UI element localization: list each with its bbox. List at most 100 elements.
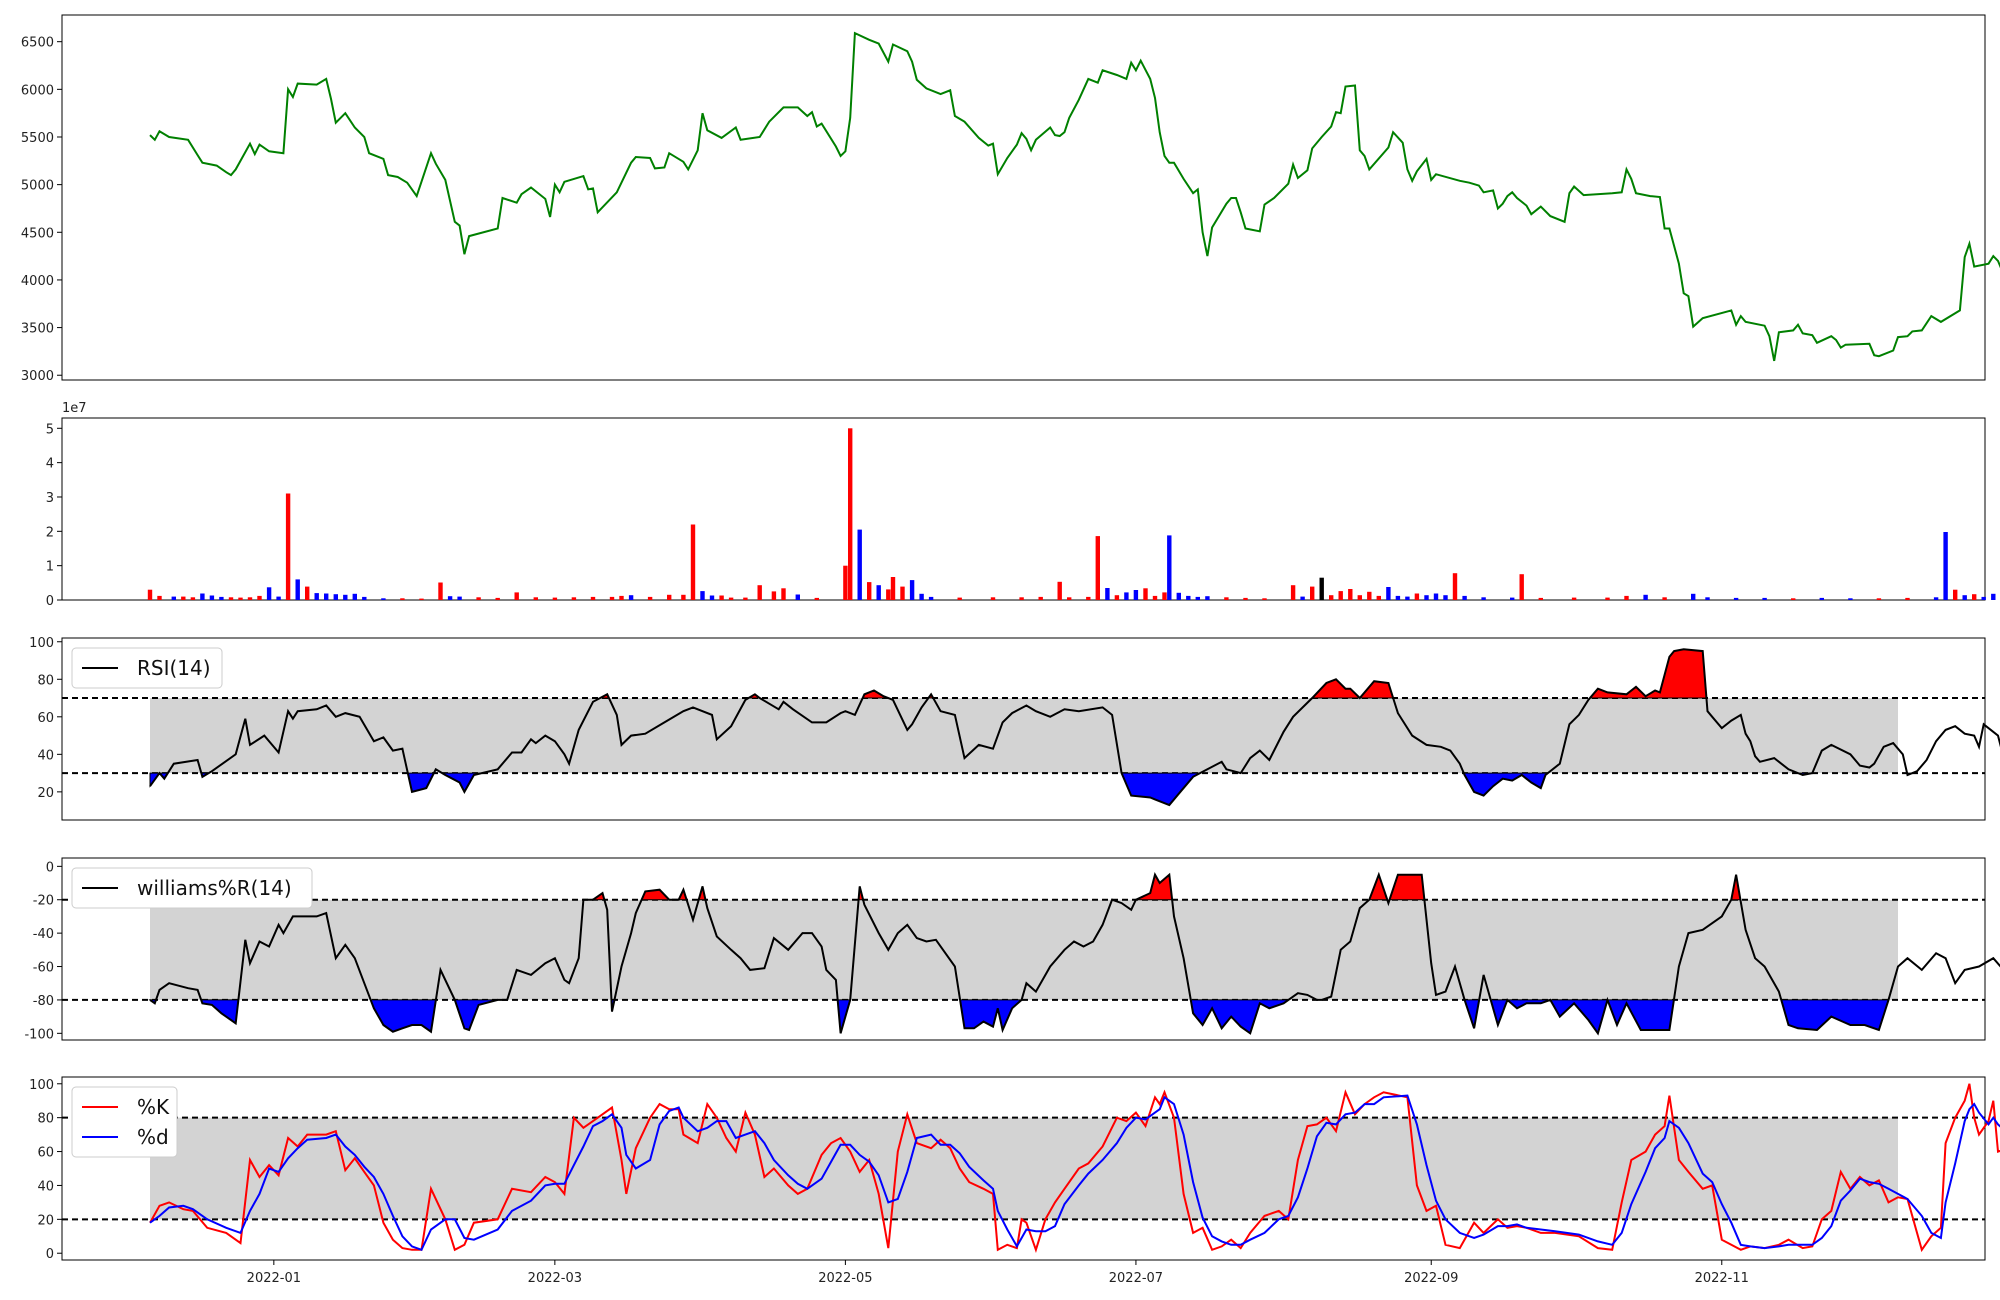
volume-bar: [1791, 598, 1796, 600]
volume-bar: [1376, 595, 1381, 600]
volume-bar: [719, 595, 724, 600]
x-tick-label: 2022-11: [1695, 1271, 1749, 1286]
volume-bar: [590, 596, 596, 600]
volume-bar: [1510, 597, 1515, 600]
volume-bar: [1953, 589, 1958, 600]
volume-bar: [1067, 597, 1072, 600]
volume-bar: [285, 493, 291, 600]
y-tick-label: 0: [46, 860, 54, 875]
volume-bar: [1300, 596, 1305, 600]
volume-bar: [447, 596, 453, 600]
volume-bar: [438, 582, 443, 600]
volume-bar: [181, 596, 186, 600]
panel-frame-1: [61, 417, 1986, 601]
y-tick-label: -40: [33, 927, 54, 942]
volume-bar: [1643, 594, 1648, 600]
volume-bar: [247, 597, 253, 600]
volume-bar: [1571, 597, 1577, 600]
volume-bar: [419, 598, 424, 600]
volume-bar: [1124, 592, 1129, 600]
legend-box-3: [71, 867, 313, 909]
volume-bar: [171, 596, 176, 600]
volume-bar: [333, 594, 338, 600]
y-tick-label: -60: [33, 961, 54, 976]
x-tick-label: 2022-01: [247, 1271, 301, 1286]
y-tick-label: 5000: [21, 179, 54, 194]
volume-bar: [1195, 596, 1200, 600]
panel-frame-2: [61, 637, 1986, 821]
volume-bar: [324, 593, 329, 600]
volume-bar: [1095, 536, 1100, 600]
panel-frame-0: [61, 14, 1986, 381]
williams-line: [149, 871, 2000, 1036]
volume-bar: [343, 594, 348, 600]
volume-bar: [1152, 595, 1158, 600]
volume-bar: [795, 594, 800, 600]
volume-bar: [1176, 592, 1181, 600]
volume-bar: [1605, 597, 1610, 600]
volume-bar: [571, 597, 577, 600]
volume-bar: [1876, 598, 1882, 600]
volume-bar: [1329, 595, 1334, 600]
volume-bar: [1762, 597, 1767, 600]
volume-bar: [1705, 597, 1710, 600]
volume-bar: [1395, 595, 1401, 600]
volume-bar: [771, 591, 777, 600]
x-tick-label: 2022-05: [818, 1271, 872, 1286]
y-tick-label: -20: [33, 894, 54, 909]
volume-bar: [552, 597, 558, 600]
volume-bar: [890, 577, 896, 600]
volume-bar: [876, 585, 881, 600]
volume-bar: [1905, 597, 1910, 600]
x-tick-label: 2022-07: [1109, 1271, 1163, 1286]
volume-bar: [257, 595, 262, 600]
volume-bar: [1386, 587, 1391, 600]
legend-box-2: [71, 647, 223, 689]
y-tick-label: 60: [37, 711, 54, 726]
volume-bar: [848, 428, 853, 600]
y-tick-label: -80: [33, 994, 54, 1009]
y-tick-label: 3500: [21, 322, 54, 337]
y-tick-label: 40: [37, 1179, 54, 1194]
stochastic-d-line: [149, 1094, 2000, 1252]
volume-bar: [1205, 596, 1210, 600]
volume-bar: [352, 593, 357, 600]
volume-bar: [928, 596, 934, 600]
y-tick-label: 4000: [21, 274, 54, 289]
volume-bar: [728, 597, 734, 600]
volume-bar: [857, 529, 862, 600]
y-tick-label: 0: [46, 1247, 54, 1262]
volume-bar: [1243, 597, 1248, 600]
volume-bar: [1348, 589, 1353, 600]
volume-bar: [1224, 597, 1229, 600]
volume-bar: [314, 593, 319, 600]
volume-bar: [190, 597, 196, 600]
volume-bar: [757, 585, 762, 600]
volume-bar: [1086, 596, 1091, 600]
volume-bar: [1481, 597, 1486, 600]
y-tick-label: 0: [46, 594, 54, 609]
volume-bar: [209, 595, 215, 600]
volume-bar: [219, 596, 224, 600]
y-tick-label: 80: [37, 1112, 54, 1127]
volume-bar: [1057, 581, 1062, 600]
volume-bar: [147, 589, 153, 600]
y-tick-label: 40: [37, 748, 54, 763]
volume-bar: [1424, 595, 1429, 600]
neutral-band-4: [150, 1117, 1898, 1220]
volume-bar: [200, 593, 205, 600]
neutral-band-2: [150, 698, 1898, 774]
volume-bar: [886, 589, 891, 600]
volume-bar: [700, 591, 705, 600]
legend-label: %d: [137, 1125, 169, 1149]
volume-bar: [690, 524, 696, 600]
volume-bar: [1462, 595, 1467, 600]
volume-bar: [1848, 598, 1853, 600]
volume-bar: [1972, 594, 1977, 600]
oversold-fill: [1190, 999, 1290, 1035]
volume-bar: [381, 598, 386, 600]
volume-bar: [1819, 597, 1824, 600]
volume-bar: [533, 597, 538, 600]
price-line: [149, 31, 2000, 362]
volume-bar: [1105, 588, 1110, 600]
